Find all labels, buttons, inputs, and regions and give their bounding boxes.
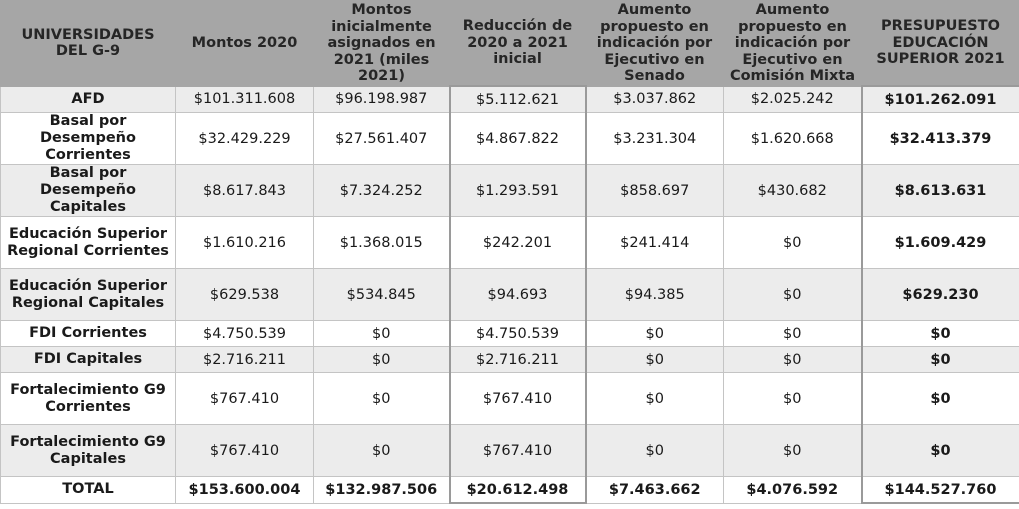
cell-aumento-senado: $0 [585,424,724,477]
table-row: Fortalecimiento G9 Capitales $767.410 $0… [0,424,1019,477]
cell-reduccion: $4.867.822 [448,112,587,165]
header-montos-2020: Montos 2020 [175,0,314,87]
cell-presupuesto: $32.413.379 [860,112,1019,165]
cell-aumento-comision: $0 [723,424,862,477]
cell-montos-2021: $7.324.252 [313,164,450,217]
row-label: Basal por Desempeño Corrientes [0,112,176,165]
cell-montos-2021: $1.368.015 [313,216,450,269]
table-row: Basal por Desempeño Capitales $8.617.843… [0,164,1019,217]
header-aumento-senado: Aumento propuesto en indicación por Ejec… [585,0,724,87]
cell-aumento-comision: $430.682 [723,164,862,217]
cell-presupuesto: $629.230 [860,268,1019,321]
total-montos-2020: $153.600.004 [175,476,314,504]
cell-aumento-senado: $858.697 [585,164,724,217]
total-row: TOTAL $153.600.004 $132.987.506 $20.612.… [0,476,1019,504]
cell-montos-2020: $101.311.608 [175,85,314,113]
table-row: Basal por Desempeño Corrientes $32.429.2… [0,112,1019,165]
cell-montos-2021: $96.198.987 [313,85,450,113]
cell-montos-2021: $0 [313,372,450,425]
total-label: TOTAL [0,476,176,504]
table-row: FDI Corrientes $4.750.539 $0 $4.750.539 … [0,320,1019,347]
header-universidades: UNIVERSIDADES DEL G-9 [0,0,176,87]
cell-presupuesto: $101.262.091 [860,85,1019,113]
cell-presupuesto: $0 [860,424,1019,477]
cell-montos-2021: $0 [313,424,450,477]
cell-montos-2020: $1.610.216 [175,216,314,269]
cell-aumento-senado: $94.385 [585,268,724,321]
header-aumento-comision: Aumento propuesto en indicación por Ejec… [723,0,862,87]
cell-montos-2020: $2.716.211 [175,346,314,373]
cell-presupuesto: $0 [860,372,1019,425]
cell-aumento-senado: $3.037.862 [585,85,724,113]
total-presupuesto: $144.527.760 [860,476,1019,504]
cell-montos-2021: $27.561.407 [313,112,450,165]
cell-reduccion: $1.293.591 [448,164,587,217]
row-label: Fortalecimiento G9 Corrientes [0,372,176,425]
cell-montos-2020: $767.410 [175,424,314,477]
table-row: Educación Superior Regional Corrientes $… [0,216,1019,269]
cell-montos-2020: $629.538 [175,268,314,321]
row-label: Educación Superior Regional Capitales [0,268,176,321]
cell-aumento-senado: $241.414 [585,216,724,269]
cell-reduccion: $2.716.211 [448,346,587,373]
cell-aumento-senado: $0 [585,372,724,425]
cell-aumento-comision: $0 [723,216,862,269]
table-row: FDI Capitales $2.716.211 $0 $2.716.211 $… [0,346,1019,373]
table-row: AFD $101.311.608 $96.198.987 $5.112.621 … [0,85,1019,113]
cell-montos-2020: $32.429.229 [175,112,314,165]
header-row: UNIVERSIDADES DEL G-9 Montos 2020 Montos… [0,0,1019,87]
total-reduccion: $20.612.498 [448,476,587,504]
cell-presupuesto: $0 [860,320,1019,347]
header-montos-2021: Montos inicialmente asignados en 2021 (m… [313,0,450,87]
header-reduccion: Reducción de 2020 a 2021 inicial [449,0,586,87]
cell-reduccion: $4.750.539 [448,320,587,347]
cell-aumento-senado: $0 [585,346,724,373]
total-aumento-senado: $7.463.662 [585,476,724,504]
header-presupuesto-2021: PRESUPUESTO EDUCACIÓN SUPERIOR 2021 [861,0,1019,87]
cell-montos-2021: $0 [313,320,450,347]
cell-reduccion: $94.693 [448,268,587,321]
cell-aumento-comision: $2.025.242 [723,85,862,113]
row-label: Basal por Desempeño Capitales [0,164,176,217]
cell-reduccion: $242.201 [448,216,587,269]
cell-presupuesto: $8.613.631 [860,164,1019,217]
cell-aumento-senado: $0 [585,320,724,347]
cell-reduccion: $767.410 [448,372,587,425]
cell-aumento-comision: $0 [723,372,862,425]
row-label: FDI Capitales [0,346,176,373]
row-label: FDI Corrientes [0,320,176,347]
cell-montos-2021: $534.845 [313,268,450,321]
cell-aumento-senado: $3.231.304 [585,112,724,165]
cell-montos-2020: $767.410 [175,372,314,425]
cell-aumento-comision: $0 [723,268,862,321]
cell-montos-2020: $4.750.539 [175,320,314,347]
total-montos-2021: $132.987.506 [313,476,450,504]
cell-aumento-comision: $1.620.668 [723,112,862,165]
row-label: Fortalecimiento G9 Capitales [0,424,176,477]
table-row: Fortalecimiento G9 Corrientes $767.410 $… [0,372,1019,425]
cell-presupuesto: $0 [860,346,1019,373]
table-row: Educación Superior Regional Capitales $6… [0,268,1019,321]
cell-reduccion: $767.410 [448,424,587,477]
row-label: AFD [0,85,176,113]
cell-reduccion: $5.112.621 [448,85,587,113]
cell-montos-2021: $0 [313,346,450,373]
cell-montos-2020: $8.617.843 [175,164,314,217]
total-aumento-comision: $4.076.592 [723,476,862,504]
cell-aumento-comision: $0 [723,346,862,373]
row-label: Educación Superior Regional Corrientes [0,216,176,269]
cell-presupuesto: $1.609.429 [860,216,1019,269]
cell-aumento-comision: $0 [723,320,862,347]
